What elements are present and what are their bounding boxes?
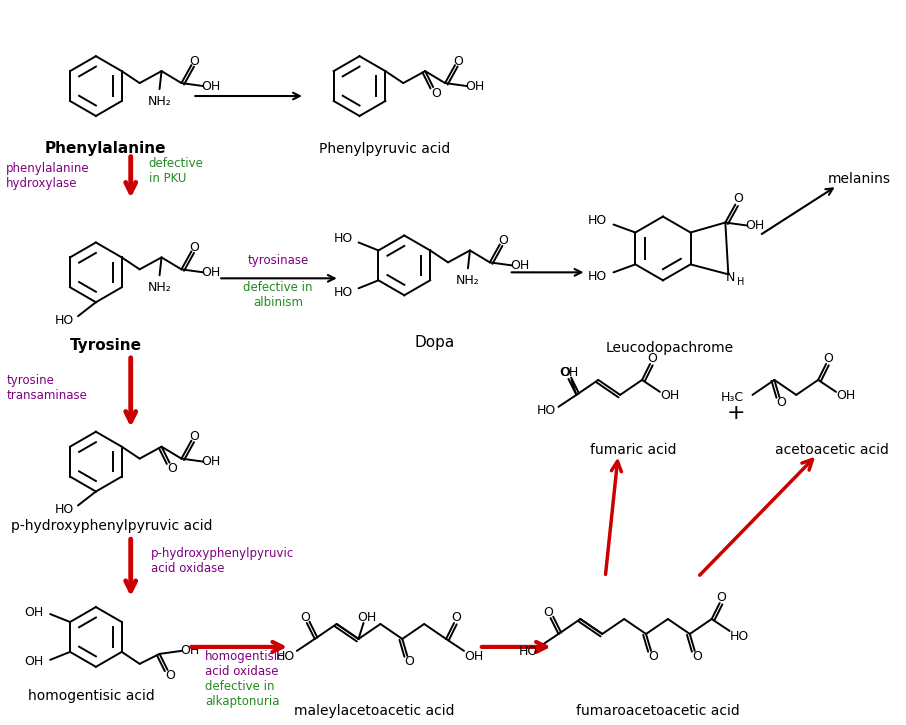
Text: HO: HO [519,645,538,658]
Text: O: O [733,192,743,205]
Text: homogentisic acid: homogentisic acid [27,689,154,703]
Text: O: O [300,610,310,624]
Text: OH: OH [357,610,376,624]
Text: NH₂: NH₂ [456,274,480,287]
Text: tyrosine
transaminase: tyrosine transaminase [6,374,87,402]
Text: H: H [737,277,744,287]
Text: Dopa: Dopa [414,334,454,349]
Text: Phenylalanine: Phenylalanine [45,141,167,157]
Text: HO: HO [537,405,556,418]
Text: HO: HO [275,650,294,663]
Text: defective in
albinism: defective in albinism [243,281,313,310]
Text: homogentisic
acid oxidase: homogentisic acid oxidase [206,650,284,678]
Text: O: O [824,352,833,365]
Text: OH: OH [559,366,578,379]
Text: O: O [189,241,199,254]
Text: O: O [453,54,463,67]
Text: OH: OH [179,645,199,658]
Text: OH: OH [202,266,221,279]
Text: O: O [497,234,507,247]
Text: O: O [544,605,554,618]
Text: O: O [648,650,658,663]
Text: H₃C: H₃C [721,392,744,405]
Text: O: O [717,591,727,604]
Text: +: + [727,403,745,423]
Text: O: O [404,655,414,668]
Text: O: O [431,86,441,99]
Text: OH: OH [510,259,529,272]
Text: O: O [647,352,657,365]
Text: fumaroacetoacetic acid: fumaroacetoacetic acid [576,704,740,718]
Text: OH: OH [202,455,221,468]
Text: p-hydroxyphenylpyruvic acid: p-hydroxyphenylpyruvic acid [12,519,213,534]
Text: HO: HO [334,232,353,245]
Text: OH: OH [466,80,485,93]
Text: HO: HO [730,631,749,644]
Text: O: O [168,462,178,475]
Text: OH: OH [464,650,484,663]
Text: O: O [451,610,461,624]
Text: Leucodopachrome: Leucodopachrome [606,341,734,355]
Text: phenylalanine
hydroxylase: phenylalanine hydroxylase [6,162,90,190]
Text: Tyrosine: Tyrosine [70,338,142,352]
Text: melanins: melanins [827,172,891,186]
Text: OH: OH [836,389,855,402]
Text: HO: HO [588,270,607,283]
Text: OH: OH [202,80,221,93]
Text: N: N [726,271,735,283]
Text: OH: OH [24,605,43,618]
Text: p-hydroxyphenylpyruvic
acid oxidase: p-hydroxyphenylpyruvic acid oxidase [150,547,294,575]
Text: OH: OH [746,219,765,232]
Text: OH: OH [660,389,680,402]
Text: defective in
alkaptonuria: defective in alkaptonuria [206,680,280,708]
Text: NH₂: NH₂ [148,281,171,294]
Text: fumaric acid: fumaric acid [590,443,677,457]
Text: O: O [189,430,199,443]
Text: NH₂: NH₂ [148,94,171,107]
Text: HO: HO [334,286,353,299]
Text: O: O [561,366,571,379]
Text: maleylacetoacetic acid: maleylacetoacetic acid [294,704,455,718]
Text: Phenylpyruvic acid: Phenylpyruvic acid [319,142,450,156]
Text: OH: OH [24,655,43,668]
Text: O: O [189,54,199,67]
Text: defective
in PKU: defective in PKU [149,157,204,185]
Text: tyrosinase: tyrosinase [247,254,309,267]
Text: acetoacetic acid: acetoacetic acid [776,443,889,457]
Text: O: O [166,669,176,682]
Text: O: O [692,650,702,663]
Text: HO: HO [54,503,73,516]
Text: HO: HO [588,214,607,227]
Text: O: O [776,397,786,410]
Text: HO: HO [54,314,73,327]
